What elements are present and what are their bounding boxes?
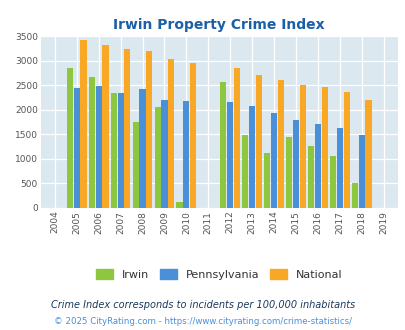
Bar xyxy=(277,81,283,208)
Bar xyxy=(168,59,174,208)
Bar xyxy=(358,135,364,208)
Bar xyxy=(351,183,357,208)
Bar xyxy=(292,120,298,208)
Bar xyxy=(146,51,152,208)
Bar xyxy=(255,75,261,208)
Bar xyxy=(102,45,108,208)
Bar xyxy=(161,100,167,208)
Bar xyxy=(248,106,255,208)
Bar xyxy=(132,122,139,208)
Text: © 2025 CityRating.com - https://www.cityrating.com/crime-statistics/: © 2025 CityRating.com - https://www.city… xyxy=(54,317,351,326)
Bar xyxy=(89,77,95,208)
Bar xyxy=(111,93,117,208)
Bar xyxy=(321,87,327,208)
Bar xyxy=(286,137,292,208)
Bar xyxy=(336,128,342,208)
Text: Crime Index corresponds to incidents per 100,000 inhabitants: Crime Index corresponds to incidents per… xyxy=(51,300,354,310)
Bar xyxy=(139,89,145,208)
Bar xyxy=(117,93,124,208)
Title: Irwin Property Crime Index: Irwin Property Crime Index xyxy=(113,18,324,32)
Bar xyxy=(67,68,73,208)
Bar xyxy=(96,86,102,208)
Bar xyxy=(270,113,277,208)
Bar xyxy=(226,102,233,208)
Bar xyxy=(183,101,189,208)
Bar xyxy=(329,156,335,208)
Bar xyxy=(364,100,371,208)
Bar xyxy=(314,124,320,208)
Bar xyxy=(74,88,80,208)
Bar xyxy=(242,135,248,208)
Bar xyxy=(80,40,86,208)
Bar xyxy=(220,82,226,208)
Bar xyxy=(264,153,270,208)
Legend: Irwin, Pennsylvania, National: Irwin, Pennsylvania, National xyxy=(92,265,346,284)
Bar xyxy=(124,49,130,208)
Bar xyxy=(176,202,182,208)
Bar xyxy=(307,146,313,208)
Bar xyxy=(233,68,239,208)
Bar xyxy=(299,85,305,208)
Bar xyxy=(343,92,349,208)
Bar xyxy=(154,107,160,208)
Bar xyxy=(190,63,196,208)
